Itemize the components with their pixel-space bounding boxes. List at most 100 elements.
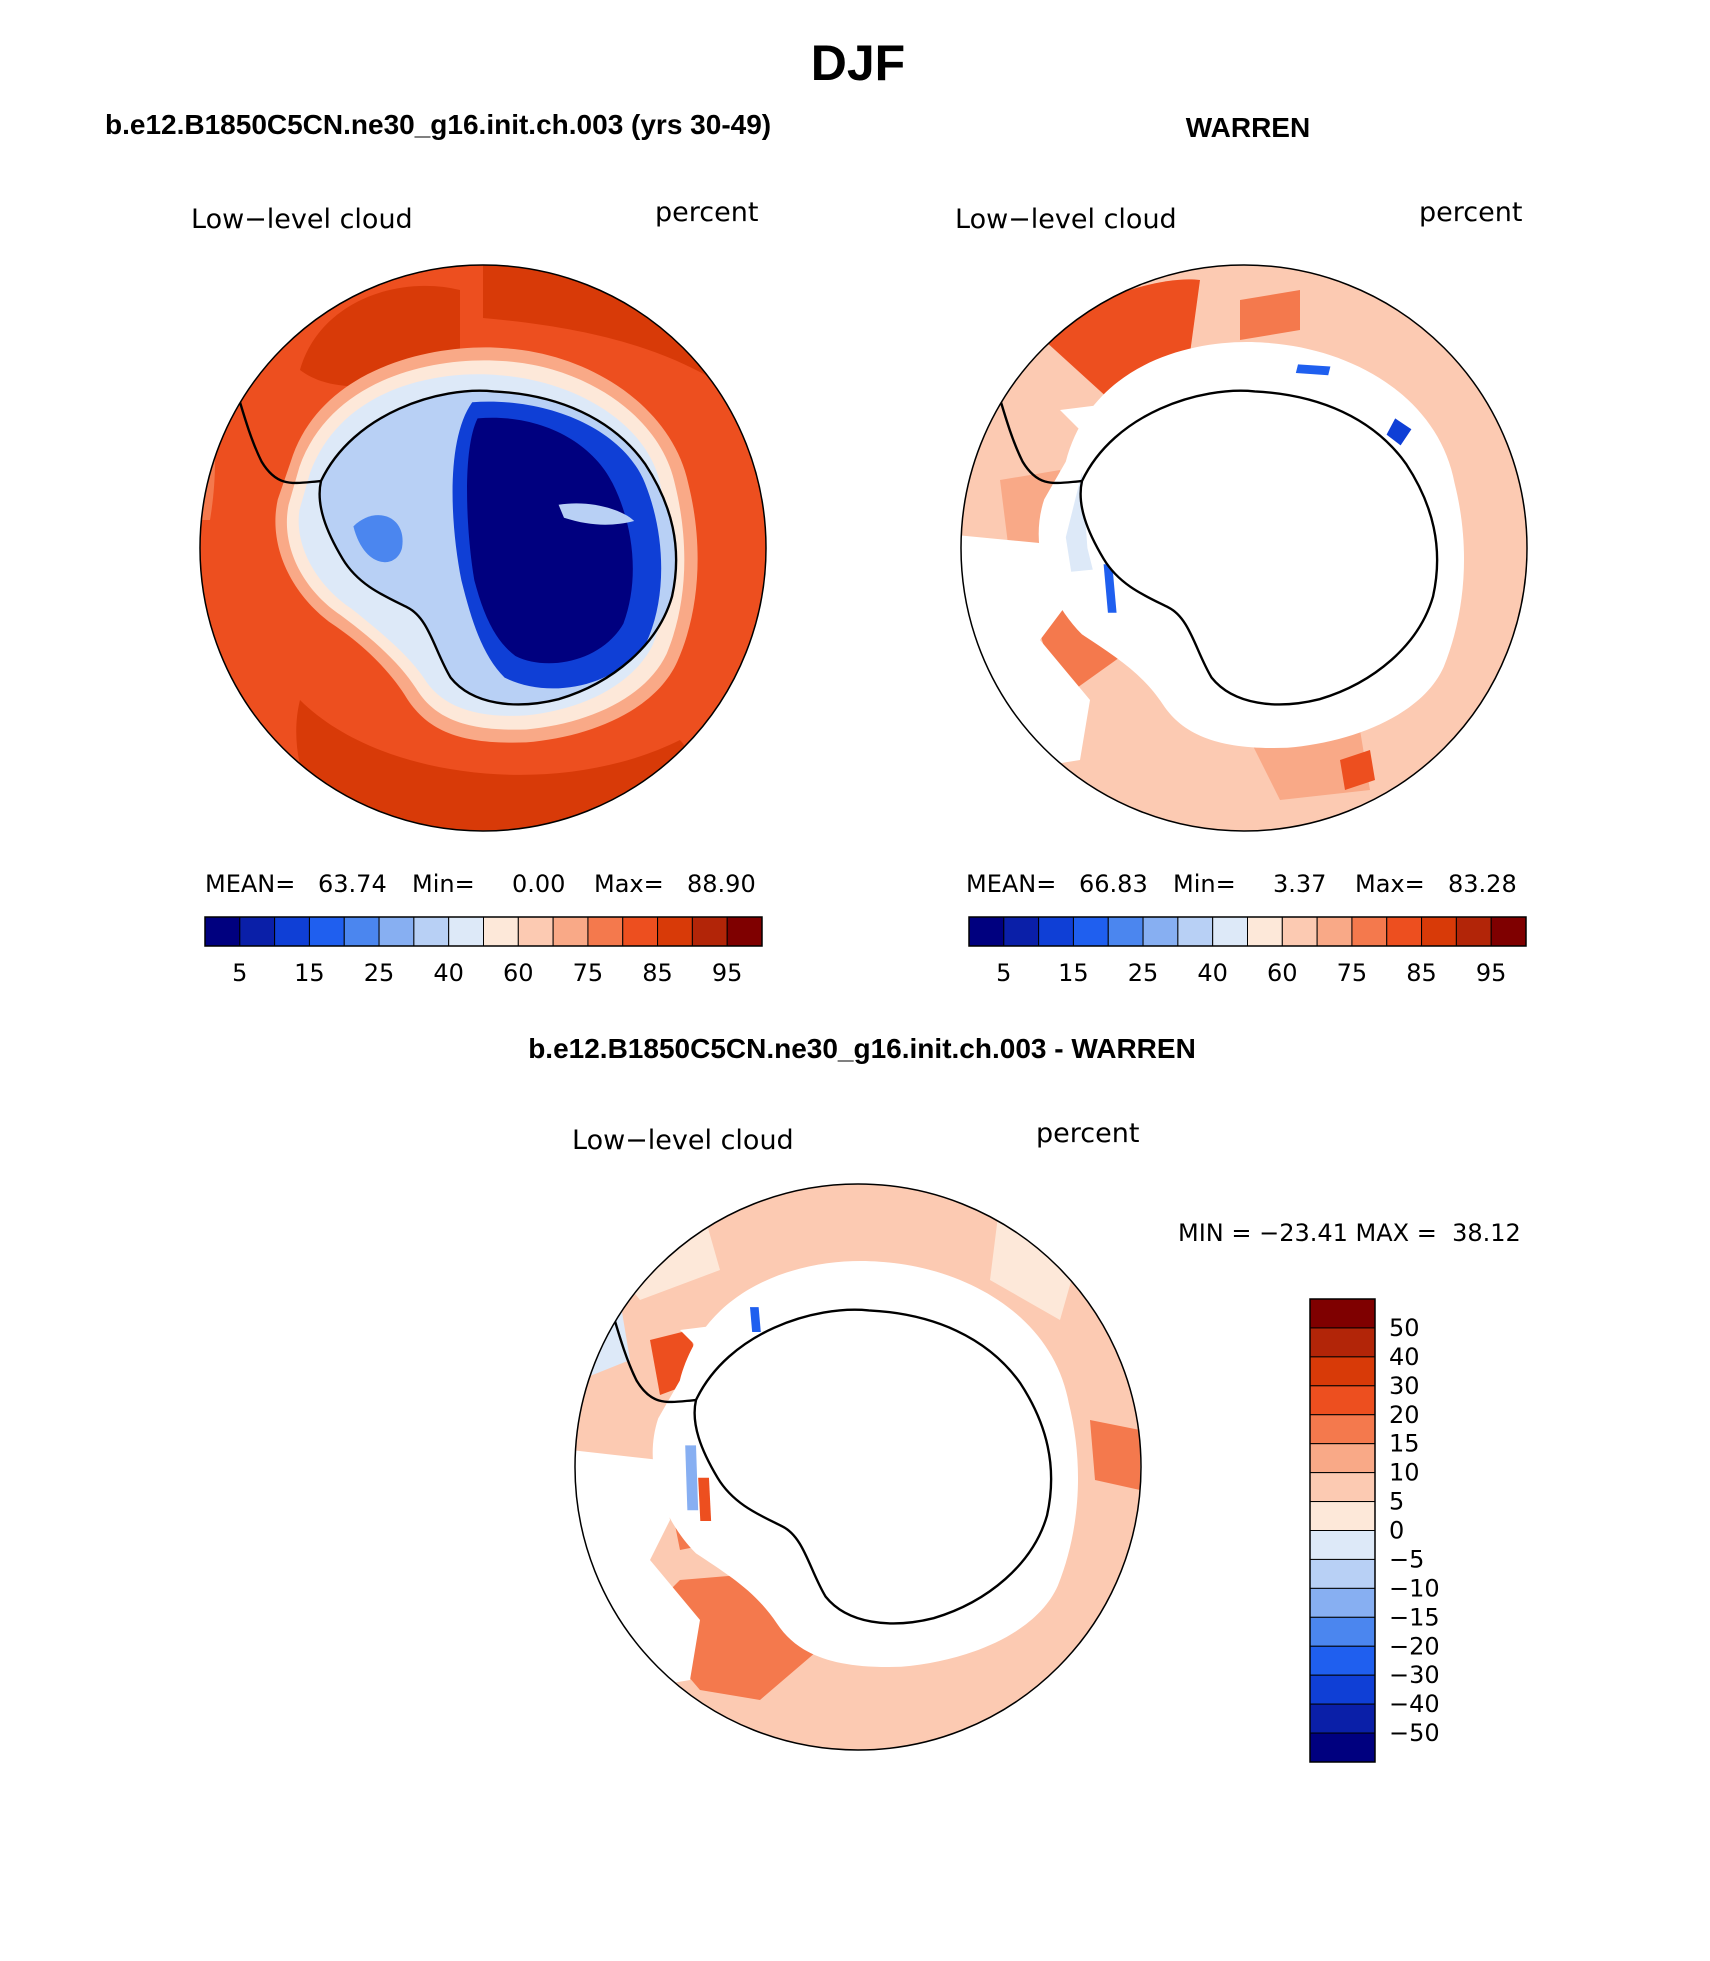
colorbar-tick-label: 75 bbox=[573, 959, 604, 987]
panel-title: b.e12.B1850C5CN.ne30_g16.init.ch.003 (yr… bbox=[105, 109, 771, 140]
colorbar-swatch bbox=[1142, 916, 1179, 947]
field-region bbox=[353, 515, 403, 563]
colorbar-swatch bbox=[1316, 916, 1353, 947]
colorbar-frame bbox=[204, 916, 763, 947]
colorbar-tick-label: 5 bbox=[1389, 1488, 1404, 1516]
field-region bbox=[467, 417, 633, 664]
colorbar-tick-label: 40 bbox=[433, 959, 464, 987]
colorbar-swatch bbox=[1309, 1472, 1376, 1503]
colorbar-swatch bbox=[587, 916, 624, 947]
mean-value: 66.83 bbox=[1079, 870, 1148, 898]
colorbar-swatch bbox=[726, 916, 763, 947]
figure-title: DJF bbox=[811, 35, 905, 91]
colorbar-frame bbox=[968, 916, 1527, 947]
map-field bbox=[961, 265, 1527, 831]
colorbar-tick-label: 95 bbox=[1476, 959, 1507, 987]
colorbar-swatch bbox=[657, 916, 693, 947]
colorbar-swatch bbox=[1309, 1674, 1376, 1705]
colorbar-tick-label: 75 bbox=[1337, 959, 1368, 987]
colorbar-swatch bbox=[1309, 1501, 1376, 1531]
min-label: Min= bbox=[1173, 870, 1236, 898]
colorbar-tick-label: 0 bbox=[1389, 1517, 1404, 1545]
field-region bbox=[750, 1307, 761, 1332]
colorbar-swatch bbox=[274, 916, 310, 947]
field-region bbox=[558, 503, 635, 525]
field-region bbox=[1295, 364, 1331, 376]
colorbar-swatch bbox=[448, 916, 484, 947]
colorbar-tick-label: 30 bbox=[1389, 1372, 1420, 1400]
colorbar-swatch bbox=[1309, 1558, 1376, 1589]
colorbar-swatch bbox=[1351, 916, 1388, 947]
colorbar-tick-label: −15 bbox=[1389, 1603, 1440, 1631]
colorbar-swatch bbox=[1038, 916, 1074, 947]
colorbar-swatch bbox=[1107, 916, 1144, 947]
colorbar: 5 15 25 40 60 75 85 95 bbox=[968, 916, 1527, 987]
colorbar: 5 15 25 40 60 75 85 95 bbox=[204, 916, 763, 987]
colorbar-swatch bbox=[1309, 1530, 1376, 1560]
stats-line: MEAN= 63.74 Min= 0.00 Max= 88.90 bbox=[205, 870, 756, 898]
colorbar-swatch bbox=[1309, 1732, 1376, 1763]
colorbar-swatch bbox=[552, 916, 589, 947]
colorbar-swatch bbox=[483, 916, 519, 947]
colorbar-tick-label: 40 bbox=[1389, 1343, 1420, 1371]
units-label: percent bbox=[1036, 1118, 1139, 1149]
colorbar-tick-label: −5 bbox=[1389, 1545, 1424, 1573]
field-region bbox=[685, 1445, 699, 1511]
variable-label: Low−level cloud bbox=[191, 204, 413, 235]
colorbar-tick-label: 10 bbox=[1389, 1459, 1420, 1487]
colorbar-swatch bbox=[1247, 916, 1283, 947]
colorbar-swatch bbox=[1386, 916, 1423, 947]
colorbar-tick-label: 85 bbox=[1406, 959, 1437, 987]
colorbar-swatch bbox=[1309, 1356, 1376, 1387]
colorbar-swatch bbox=[1421, 916, 1457, 947]
variable-label: Low−level cloud bbox=[955, 204, 1177, 235]
colorbar-tick-label: −10 bbox=[1389, 1574, 1440, 1602]
colorbar-swatch bbox=[1455, 916, 1492, 947]
mean-value: 63.74 bbox=[318, 870, 387, 898]
variable-label: Low−level cloud bbox=[572, 1125, 794, 1156]
colorbar-swatch bbox=[413, 916, 450, 947]
field-region bbox=[296, 700, 688, 830]
panel-model: b.e12.B1850C5CN.ne30_g16.init.ch.003 (yr… bbox=[105, 109, 771, 987]
colorbar-tick-label: 95 bbox=[712, 959, 743, 987]
colorbar-tick-label: 50 bbox=[1389, 1314, 1420, 1342]
colorbar-swatch bbox=[517, 916, 554, 947]
map-boundary bbox=[199, 264, 767, 832]
colorbar-tick-label: 40 bbox=[1197, 959, 1228, 987]
colorbar-tick-label: −40 bbox=[1389, 1690, 1440, 1718]
colorbar-tick-label: 60 bbox=[1267, 959, 1298, 987]
panel-obs: WARREN Low−level cloud percent bbox=[955, 112, 1528, 987]
field-region bbox=[1103, 564, 1117, 613]
colorbar-frame bbox=[1309, 1298, 1376, 1763]
colorbar-swatch bbox=[1177, 916, 1214, 947]
map-field bbox=[575, 1184, 1141, 1750]
mean-label: MEAN= bbox=[205, 870, 295, 898]
panel-title: WARREN bbox=[1186, 112, 1310, 143]
colorbar-tick-label: 15 bbox=[1389, 1430, 1420, 1458]
colorbar-swatch bbox=[691, 916, 728, 947]
colorbar-swatch bbox=[1309, 1327, 1376, 1358]
colorbar-swatch bbox=[1309, 1443, 1376, 1474]
colorbar-swatch bbox=[378, 916, 415, 947]
colorbar-swatch bbox=[1003, 916, 1040, 947]
map-boundary bbox=[960, 264, 1528, 832]
colorbar-tick-label: 20 bbox=[1389, 1401, 1420, 1429]
min-label: Min= bbox=[412, 870, 475, 898]
field-region bbox=[698, 1477, 712, 1521]
colorbar-swatch bbox=[1309, 1616, 1376, 1647]
map-field bbox=[200, 265, 766, 831]
colorbar-tick-label: 15 bbox=[1058, 959, 1089, 987]
colorbar-tick-label: 60 bbox=[503, 959, 534, 987]
colorbar-tick-label: 5 bbox=[996, 959, 1011, 987]
field-region bbox=[1340, 750, 1375, 790]
colorbar-swatch bbox=[1072, 916, 1109, 947]
stats-line: MEAN= 66.83 Min= 3.37 Max= 83.28 bbox=[966, 870, 1517, 898]
colorbar-tick-label: 85 bbox=[642, 959, 673, 987]
colorbar-swatch bbox=[1212, 916, 1248, 947]
colorbar-swatch bbox=[204, 916, 241, 947]
colorbar-tick-label: −20 bbox=[1389, 1632, 1440, 1660]
max-value: 88.90 bbox=[687, 870, 756, 898]
colorbar-tick-label: 5 bbox=[232, 959, 247, 987]
mean-label: MEAN= bbox=[966, 870, 1056, 898]
